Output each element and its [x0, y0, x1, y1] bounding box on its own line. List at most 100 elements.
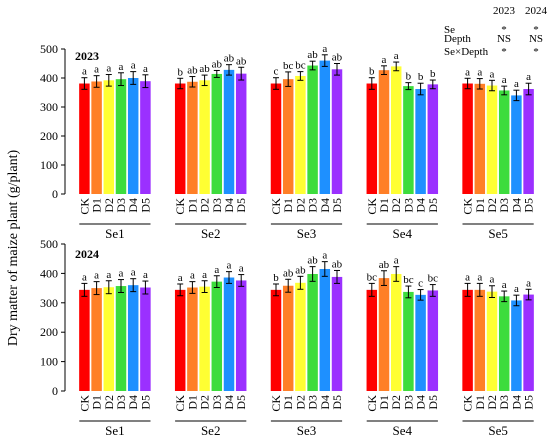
bar-d5 [235, 73, 247, 194]
significance-letter: a [465, 271, 470, 283]
panel-title: 2023 [75, 49, 99, 63]
bar-d4 [511, 300, 522, 391]
category-label: D3 [306, 198, 320, 213]
category-label: D4 [126, 395, 140, 410]
significance-letter: a [106, 63, 111, 75]
significance-letter: a [382, 54, 387, 66]
bar-d5 [523, 294, 534, 391]
bar-ck [462, 289, 473, 391]
category-label: D2 [198, 198, 212, 213]
significance-letter: a [477, 271, 482, 283]
significance-letter: a [526, 277, 531, 289]
bar-d5 [140, 81, 151, 194]
y-tick-label: 400 [40, 266, 58, 280]
y-tick-label: 100 [40, 158, 58, 172]
stats-year-2023: 2023 [493, 5, 516, 17]
category-label: D1 [185, 395, 199, 410]
significance-letter: a [477, 67, 482, 79]
significance-letter: a [322, 250, 327, 262]
bar-d5 [427, 290, 439, 391]
significance-letter: a [490, 274, 495, 286]
bar-d4 [319, 268, 331, 391]
category-label: D1 [281, 395, 295, 410]
significance-letter: ab [212, 58, 223, 70]
significance-letter: ab [187, 65, 198, 77]
group-se3: c CK bc D1 bc D2 ab D3 a D4 ab D5 Se3 [269, 43, 344, 241]
category-label: D4 [414, 198, 428, 213]
category-label: D3 [114, 395, 128, 410]
category-label: D5 [522, 198, 536, 213]
group-se5: a CK a D1 a D2 a D3 a D4 a D5 Se5 [461, 271, 536, 438]
group-label: Se4 [393, 423, 413, 438]
significance-letter: a [490, 68, 495, 80]
bar-ck [79, 289, 90, 391]
significance-letter: a [131, 267, 136, 279]
bar-d4 [511, 95, 522, 194]
y-tick-label: 200 [40, 129, 58, 143]
bar-d1 [378, 278, 390, 391]
bar-ck [174, 289, 186, 391]
significance-letter: a [143, 63, 148, 75]
group-label: Se5 [488, 226, 508, 241]
category-label: D5 [522, 395, 536, 410]
significance-letter: a [82, 271, 87, 283]
significance-letter: ab [332, 258, 343, 270]
significance-letter: a [82, 66, 87, 78]
category-label: D2 [389, 198, 403, 213]
category-label: CK [173, 395, 187, 412]
category-label: D1 [185, 198, 199, 213]
bar-d3 [307, 65, 318, 194]
group-se2: b CK ab D1 ab D2 ab D3 ab D4 ab D5 Se2 [173, 53, 248, 241]
group-label: Se3 [297, 423, 317, 438]
bar-d1 [378, 70, 390, 194]
group-label: Se2 [201, 226, 221, 241]
bar-d1 [282, 285, 294, 391]
significance-letter: a [394, 50, 399, 62]
stats-interaction-2024: * [533, 46, 539, 58]
bar-d2 [486, 291, 498, 391]
category-label: D4 [318, 395, 332, 410]
category-label: D2 [485, 395, 499, 410]
bar-d4 [223, 277, 235, 391]
y-tick-label: 100 [40, 355, 58, 369]
stats-se-2023: * [501, 24, 507, 36]
group-label: Se5 [488, 423, 508, 438]
category-label: D1 [377, 198, 391, 213]
significance-letter: a [502, 279, 507, 291]
bar-d3 [403, 291, 414, 391]
y-tick-label: 0 [52, 187, 58, 201]
stats-depth-2024: NS [529, 33, 543, 45]
bar-d3 [211, 281, 223, 391]
significance-letter: a [227, 260, 232, 272]
y-tick-label: 500 [40, 42, 58, 56]
bar-d5 [523, 89, 534, 194]
bar-ck [174, 83, 186, 194]
significance-letter: ab [379, 259, 390, 271]
category-label: D3 [306, 395, 320, 410]
category-label: D5 [234, 395, 248, 410]
significance-letter: a [526, 71, 531, 83]
category-label: D2 [389, 395, 403, 410]
significance-letter: a [502, 74, 507, 86]
bar-d1 [187, 81, 198, 194]
bar-d5 [331, 69, 343, 194]
significance-letter: a [514, 283, 519, 295]
bar-d3 [115, 286, 127, 391]
significance-letter: a [94, 64, 99, 76]
bar-d2 [295, 75, 306, 194]
category-label: D3 [114, 198, 128, 213]
y-tick-label: 300 [40, 100, 58, 114]
significance-letter: a [239, 263, 244, 275]
group-se1: a CK a D1 a D2 a D3 a D4 a D5 Se1 [77, 60, 152, 241]
significance-letter: bc [367, 271, 378, 283]
category-label: D1 [90, 198, 104, 213]
category-label: D3 [497, 198, 511, 213]
panel-title: 2024 [75, 247, 99, 261]
significance-letter: b [418, 71, 424, 83]
category-label: D2 [102, 198, 116, 213]
significance-letter: a [178, 272, 183, 284]
category-label: D1 [377, 395, 391, 410]
y-tick-label: 0 [52, 384, 58, 398]
